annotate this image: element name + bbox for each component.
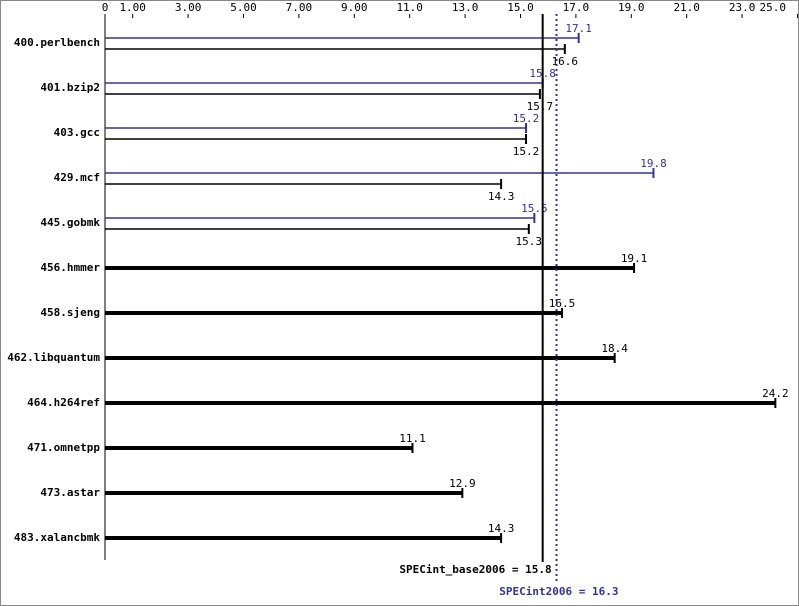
category-label: 462.libquantum bbox=[7, 351, 100, 364]
value-label: 17.1 bbox=[565, 22, 592, 35]
x-tick-label: 11.0 bbox=[396, 1, 423, 14]
value-label: 15.7 bbox=[527, 100, 554, 113]
reference-label: SPECint2006 = 16.3 bbox=[499, 585, 618, 598]
value-label: 18.4 bbox=[601, 342, 628, 355]
category-label: 400.perlbench bbox=[14, 36, 100, 49]
value-label: 14.3 bbox=[488, 190, 515, 203]
x-tick-label: 19.0 bbox=[618, 1, 645, 14]
category-label: 429.mcf bbox=[54, 171, 100, 184]
value-label: 11.1 bbox=[399, 432, 426, 445]
category-label: 401.bzip2 bbox=[40, 81, 100, 94]
category-label: 458.sjeng bbox=[40, 306, 100, 319]
x-tick-label: 3.00 bbox=[175, 1, 202, 14]
value-label: 19.8 bbox=[640, 157, 667, 170]
value-label: 16.5 bbox=[549, 297, 576, 310]
value-label: 15.2 bbox=[513, 112, 540, 125]
category-label: 471.omnetpp bbox=[27, 441, 100, 454]
value-label: 16.6 bbox=[552, 55, 579, 68]
category-label: 445.gobmk bbox=[40, 216, 100, 229]
category-label: 403.gcc bbox=[54, 126, 100, 139]
x-tick-label: 13.0 bbox=[452, 1, 479, 14]
x-tick-label: 7.00 bbox=[286, 1, 313, 14]
x-tick-label: 1.00 bbox=[119, 1, 146, 14]
category-label: 464.h264ref bbox=[27, 396, 100, 409]
value-label: 14.3 bbox=[488, 522, 515, 535]
value-label: 12.9 bbox=[449, 477, 476, 490]
value-label: 15.2 bbox=[513, 145, 540, 158]
category-label: 483.xalancbmk bbox=[14, 531, 100, 544]
x-tick-label: 23.0 bbox=[729, 1, 756, 14]
x-tick-label: 15.0 bbox=[507, 1, 534, 14]
x-tick-label: 9.00 bbox=[341, 1, 368, 14]
value-label: 15.3 bbox=[516, 235, 543, 248]
value-label: 24.2 bbox=[762, 387, 789, 400]
category-label: 473.astar bbox=[40, 486, 100, 499]
x-tick-label: 17.0 bbox=[563, 1, 590, 14]
x-tick-label: 25.0 bbox=[760, 1, 787, 14]
x-tick-label: 21.0 bbox=[673, 1, 700, 14]
x-tick-label: 5.00 bbox=[230, 1, 257, 14]
reference-label: SPECint_base2006 = 15.8 bbox=[399, 563, 551, 576]
value-label: 15.5 bbox=[521, 202, 548, 215]
category-label: 456.hmmer bbox=[40, 261, 100, 274]
x-tick-label: 0 bbox=[102, 1, 109, 14]
value-label: 19.1 bbox=[621, 252, 648, 265]
